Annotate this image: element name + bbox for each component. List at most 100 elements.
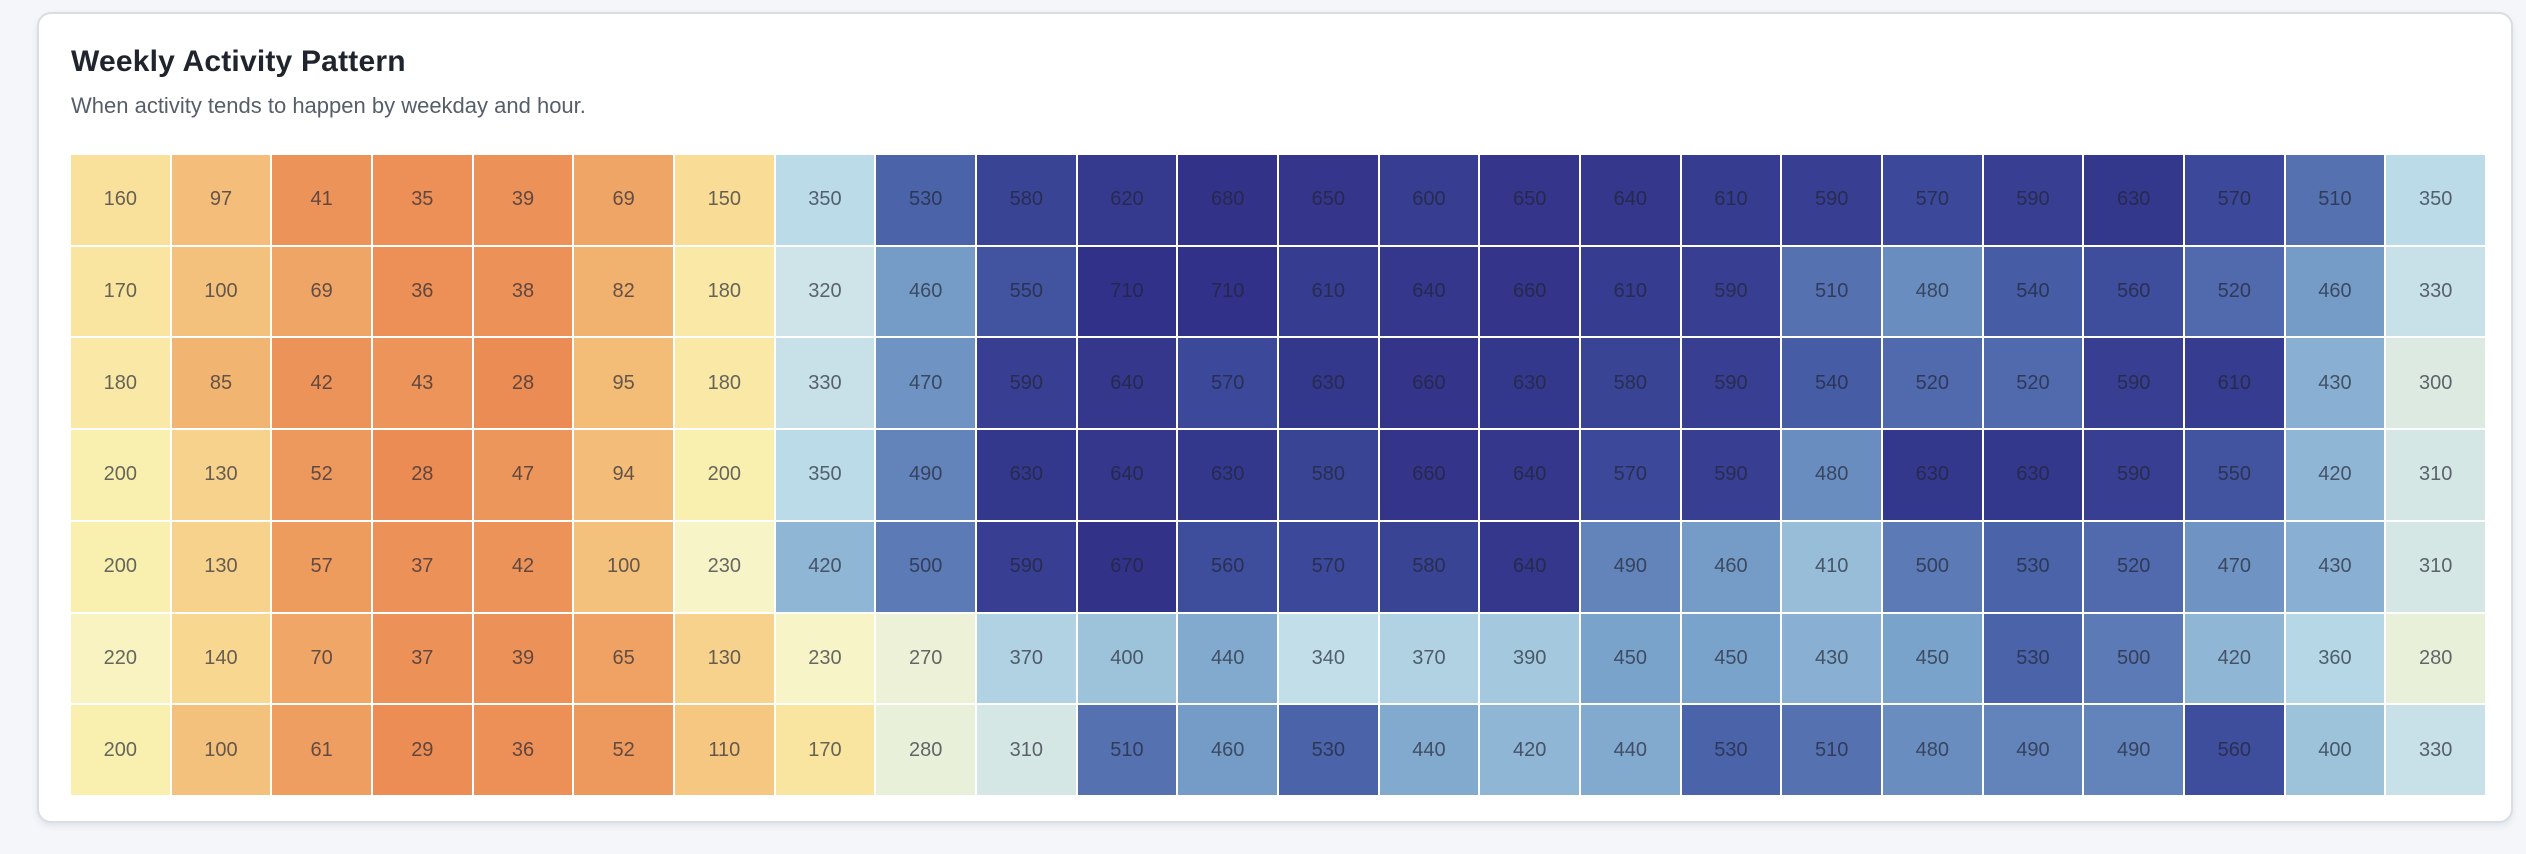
heatmap-cell: 310 bbox=[976, 705, 1076, 795]
heatmap-cell: 610 bbox=[1580, 246, 1680, 337]
heatmap-cell: 350 bbox=[775, 155, 875, 245]
heatmap-cell: 590 bbox=[1782, 155, 1881, 245]
heatmap-cell: 94 bbox=[574, 430, 673, 520]
heatmap-cell: 430 bbox=[1782, 613, 1881, 704]
heatmap-cell: 42 bbox=[272, 338, 371, 429]
heatmap-cell: 650 bbox=[1480, 155, 1579, 245]
heatmap-cell: 82 bbox=[574, 246, 673, 337]
heatmap-cell: 400 bbox=[1077, 613, 1177, 704]
heatmap-cell: 470 bbox=[2184, 521, 2284, 612]
heatmap-cell: 130 bbox=[171, 430, 271, 520]
heatmap-cell: 570 bbox=[1882, 155, 1982, 245]
heatmap-cell: 310 bbox=[2386, 430, 2485, 520]
heatmap-cell: 570 bbox=[1278, 521, 1378, 612]
heatmap-cell: 140 bbox=[171, 613, 271, 704]
heatmap-cell: 28 bbox=[473, 338, 573, 429]
heatmap-cell: 450 bbox=[1580, 613, 1680, 704]
heatmap-cell: 200 bbox=[71, 430, 170, 520]
heatmap-cell: 52 bbox=[574, 705, 673, 795]
heatmap-cell: 580 bbox=[1580, 338, 1680, 429]
heatmap-cell: 540 bbox=[1983, 246, 2083, 337]
heatmap-cell: 560 bbox=[2084, 246, 2183, 337]
heatmap-cell: 580 bbox=[976, 155, 1076, 245]
heatmap-cell: 200 bbox=[71, 521, 170, 612]
heatmap-cell: 630 bbox=[1480, 338, 1579, 429]
heatmap-cell: 640 bbox=[1480, 430, 1579, 520]
heatmap-cell: 310 bbox=[2386, 521, 2485, 612]
heatmap-cell: 29 bbox=[372, 705, 472, 795]
heatmap-cell: 36 bbox=[473, 705, 573, 795]
heatmap-cell: 710 bbox=[1178, 246, 1277, 337]
heatmap-cell: 460 bbox=[1178, 705, 1277, 795]
heatmap-cell: 510 bbox=[1782, 246, 1881, 337]
heatmap-cell: 480 bbox=[1882, 246, 1982, 337]
heatmap-cell: 450 bbox=[1882, 613, 1982, 704]
heatmap-cell: 640 bbox=[1077, 338, 1177, 429]
heatmap-cell: 160 bbox=[71, 155, 170, 245]
heatmap-cell: 610 bbox=[1278, 246, 1378, 337]
heatmap-cell: 680 bbox=[1178, 155, 1277, 245]
heatmap-cell: 670 bbox=[1077, 521, 1177, 612]
heatmap-cell: 39 bbox=[473, 155, 573, 245]
heatmap-cell: 590 bbox=[1681, 430, 1781, 520]
heatmap-cell: 660 bbox=[1480, 246, 1579, 337]
heatmap-cell: 580 bbox=[1278, 430, 1378, 520]
heatmap-cell: 280 bbox=[876, 705, 975, 795]
heatmap-cell: 100 bbox=[171, 705, 271, 795]
heatmap-cell: 440 bbox=[1580, 705, 1680, 795]
heatmap-cell: 43 bbox=[372, 338, 472, 429]
heatmap-cell: 610 bbox=[2184, 338, 2284, 429]
heatmap-cell: 370 bbox=[976, 613, 1076, 704]
heatmap-cell: 490 bbox=[1580, 521, 1680, 612]
heatmap-cell: 440 bbox=[1178, 613, 1277, 704]
heatmap-cell: 550 bbox=[976, 246, 1076, 337]
heatmap-cell: 65 bbox=[574, 613, 673, 704]
heatmap-cell: 560 bbox=[2184, 705, 2284, 795]
heatmap-cell: 70 bbox=[272, 613, 371, 704]
heatmap-cell: 100 bbox=[574, 521, 673, 612]
heatmap-cell: 61 bbox=[272, 705, 371, 795]
heatmap-cell: 460 bbox=[1681, 521, 1781, 612]
heatmap-cell: 550 bbox=[2184, 430, 2284, 520]
heatmap-cell: 510 bbox=[1077, 705, 1177, 795]
activity-card: Weekly Activity Pattern When activity te… bbox=[37, 12, 2513, 823]
heatmap-cell: 590 bbox=[2084, 430, 2183, 520]
heatmap-cell: 370 bbox=[1379, 613, 1479, 704]
heatmap-cell: 360 bbox=[2285, 613, 2385, 704]
heatmap-cell: 480 bbox=[1882, 705, 1982, 795]
heatmap-cell: 480 bbox=[1782, 430, 1881, 520]
heatmap-cell: 570 bbox=[2184, 155, 2284, 245]
heatmap-cell: 510 bbox=[1782, 705, 1881, 795]
heatmap-cell: 47 bbox=[473, 430, 573, 520]
heatmap-cell: 38 bbox=[473, 246, 573, 337]
heatmap-cell: 350 bbox=[2386, 155, 2485, 245]
activity-heatmap: 160 97 41 35 39 69 150 350 530 580 620 680 650 600 650… bbox=[71, 155, 2485, 795]
heatmap-cell: 400 bbox=[2285, 705, 2385, 795]
heatmap-cell: 85 bbox=[171, 338, 271, 429]
heatmap-cell: 580 bbox=[1379, 521, 1479, 612]
heatmap-cell: 420 bbox=[775, 521, 875, 612]
heatmap-cell: 430 bbox=[2285, 521, 2385, 612]
heatmap-cell: 39 bbox=[473, 613, 573, 704]
heatmap-cell: 630 bbox=[1278, 338, 1378, 429]
heatmap-cell: 530 bbox=[1983, 521, 2083, 612]
heatmap-cell: 560 bbox=[1178, 521, 1277, 612]
heatmap-cell: 320 bbox=[775, 246, 875, 337]
heatmap-cell: 490 bbox=[1983, 705, 2083, 795]
heatmap-cell: 430 bbox=[2285, 338, 2385, 429]
heatmap-cell: 510 bbox=[2285, 155, 2385, 245]
heatmap-cell: 590 bbox=[976, 521, 1076, 612]
heatmap-cell: 590 bbox=[1983, 155, 2083, 245]
heatmap-cell: 110 bbox=[674, 705, 774, 795]
heatmap-cell: 660 bbox=[1379, 338, 1479, 429]
heatmap-cell: 57 bbox=[272, 521, 371, 612]
card-subtitle: When activity tends to happen by weekday… bbox=[71, 93, 586, 118]
heatmap-cell: 170 bbox=[71, 246, 170, 337]
heatmap-cell: 630 bbox=[1882, 430, 1982, 520]
heatmap-cell: 440 bbox=[1379, 705, 1479, 795]
heatmap-cell: 200 bbox=[71, 705, 170, 795]
heatmap-cell: 36 bbox=[372, 246, 472, 337]
heatmap-cell: 41 bbox=[272, 155, 371, 245]
heatmap-cell: 390 bbox=[1480, 613, 1579, 704]
heatmap-cell: 520 bbox=[1983, 338, 2083, 429]
